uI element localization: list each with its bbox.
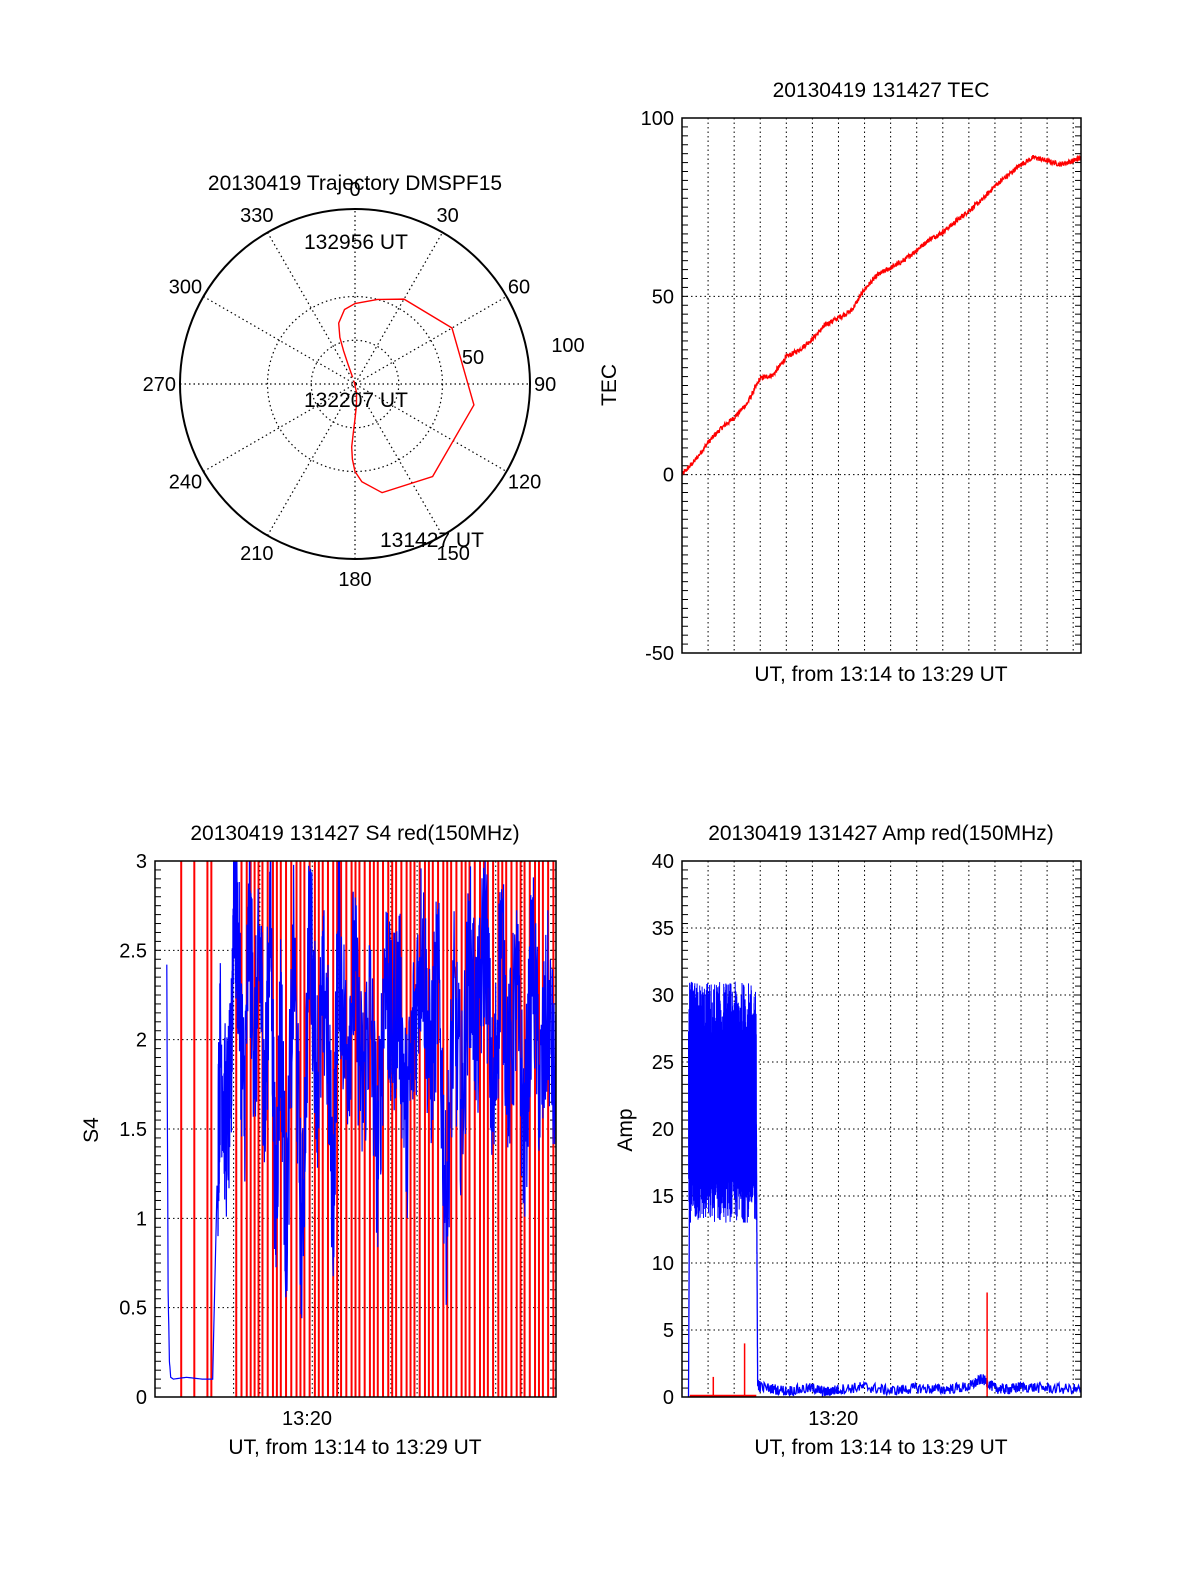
amp-ytick-label: 5 <box>663 1320 674 1342</box>
s4-ytick-label: 2 <box>136 1030 147 1052</box>
amp-ytick-label: 20 <box>652 1119 674 1141</box>
polar-angle-label: 30 <box>437 205 459 227</box>
s4-ytick-label: 0 <box>136 1387 147 1409</box>
polar-radial-label: 50 <box>462 347 484 369</box>
amp-frame <box>681 860 1082 1398</box>
amp-ytick-label: 0 <box>663 1387 674 1409</box>
amp-ytick-label: 25 <box>652 1052 674 1074</box>
s4-frame <box>154 860 557 1398</box>
s4-xtick-label: 13:20 <box>282 1408 332 1430</box>
polar-angle-label: 150 <box>437 543 470 565</box>
amp-xtick-label: 13:20 <box>808 1408 858 1430</box>
amp-noise-band <box>688 981 757 1223</box>
polar-angle-label: 270 <box>143 374 176 396</box>
polar-angle-label: 120 <box>508 472 541 494</box>
tec-ytick-label: -50 <box>645 643 674 665</box>
tec-xlabel: UT, from 13:14 to 13:29 UT <box>754 663 1007 686</box>
annotation-start-time: 131427 UT <box>380 529 484 552</box>
trajectory-polar-chart: 20130419 Trajectory DMSPF15 0 30 60 90 120 15… <box>143 172 585 591</box>
s4-xlabel: UT, from 13:14 to 13:29 UT <box>228 1436 481 1459</box>
amp-xlabel: UT, from 13:14 to 13:29 UT <box>754 1436 1007 1459</box>
polar-radial-label: 100 <box>551 335 584 357</box>
polar-angle-label: 210 <box>240 543 273 565</box>
tec-ytick-label: 100 <box>641 108 674 130</box>
amp-ylabel: Amp <box>614 1108 637 1151</box>
polar-angle-label: 240 <box>169 472 202 494</box>
polar-angle-label: 330 <box>240 205 273 227</box>
amp-chart: 20130419 131427 Amp red(150MHz) UT, from… <box>614 822 1082 1459</box>
s4-blue-series <box>166 860 557 1380</box>
tec-ytick-label: 0 <box>663 465 674 487</box>
amp-ytick-label: 40 <box>652 851 674 873</box>
amp-ytick-label: 35 <box>652 918 674 940</box>
annotation-end-time: 132956 UT <box>304 231 408 254</box>
amp-ytick-label: 30 <box>652 985 674 1007</box>
polar-angle-label: 180 <box>338 569 371 591</box>
tec-frame <box>681 117 1082 654</box>
amp-ytick-label: 15 <box>652 1186 674 1208</box>
amp-blue-series <box>687 1124 1082 1398</box>
s4-ylabel: S4 <box>80 1117 103 1143</box>
polar-angle-label: 90 <box>534 374 556 396</box>
tec-chart: 20130419 131427 TEC UT, from 13:14 to 13… <box>598 79 1082 686</box>
tec-series-line <box>681 154 1082 476</box>
annotation-mid-time: 132207 UT <box>304 389 408 412</box>
polar-title: 20130419 Trajectory DMSPF15 <box>208 172 502 195</box>
s4-ytick-label: 2.5 <box>119 940 147 962</box>
s4-chart: 20130419 131427 S4 red(150MHz) UT, from … <box>80 822 557 1459</box>
s4-ytick-label: 0.5 <box>119 1298 147 1320</box>
polar-angle-label: 0 <box>349 179 360 201</box>
amp-title: 20130419 131427 Amp red(150MHz) <box>708 822 1054 845</box>
tec-ytick-label: 50 <box>652 286 674 308</box>
tec-ylabel: TEC <box>598 364 621 406</box>
tec-title: 20130419 131427 TEC <box>773 79 990 102</box>
trajectory-line <box>337 298 475 494</box>
polar-angle-label: 60 <box>508 277 530 299</box>
s4-ytick-label: 1.5 <box>119 1119 147 1141</box>
polar-angle-label: 300 <box>169 277 202 299</box>
s4-ytick-label: 3 <box>136 851 147 873</box>
s4-ytick-label: 1 <box>136 1208 147 1230</box>
amp-ytick-label: 10 <box>652 1253 674 1275</box>
s4-title: 20130419 131427 S4 red(150MHz) <box>190 822 519 845</box>
